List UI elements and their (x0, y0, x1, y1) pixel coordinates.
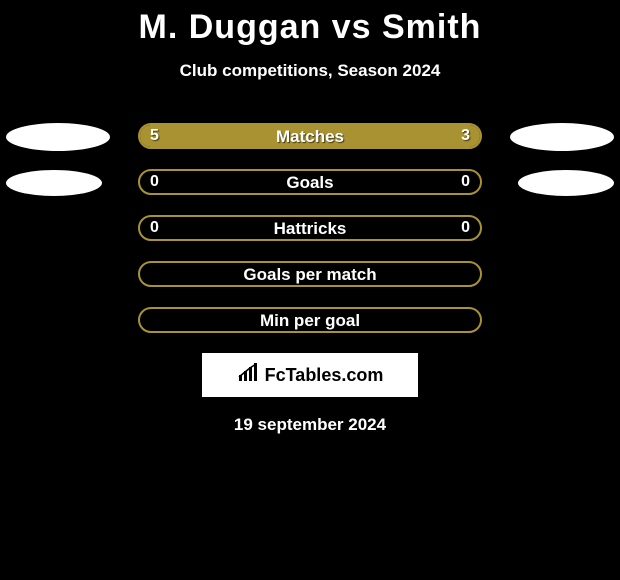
stat-left-value: 0 (150, 219, 159, 237)
player-left-marker (6, 170, 102, 196)
comparison-row: Matches53 (0, 123, 620, 151)
stat-right-value: 0 (461, 219, 470, 237)
stat-bar-left-fill (140, 125, 353, 147)
comparison-row: Hattricks0 0 (0, 215, 620, 243)
player-right-marker (510, 123, 614, 151)
stat-left-value: 0 (150, 173, 159, 191)
stat-bar: Goals0 0 (138, 169, 482, 195)
stat-bar: Hattricks0 0 (138, 215, 482, 241)
logo-box: FcTables.com (202, 353, 418, 397)
bar-chart-icon (237, 363, 261, 388)
stat-label: Goals (140, 173, 480, 193)
stat-label: Min per goal (140, 311, 480, 331)
stat-right-value: 0 (461, 173, 470, 191)
stat-bar: Goals per match (138, 261, 482, 287)
player-left-marker (6, 123, 110, 151)
comparison-row: Goals per match (0, 261, 620, 289)
stat-label: Hattricks (140, 219, 480, 239)
page-subtitle: Club competitions, Season 2024 (0, 61, 620, 81)
stat-bar: Matches53 (138, 123, 482, 149)
player-right-marker (518, 170, 614, 196)
comparison-row: Min per goal (0, 307, 620, 335)
footer-date: 19 september 2024 (0, 415, 620, 435)
comparison-row: Goals0 0 (0, 169, 620, 197)
logo-text: FcTables.com (265, 365, 384, 386)
comparison-rows: Matches53Goals00Hattricks00Goals per mat… (0, 123, 620, 335)
stat-bar-right-fill (353, 125, 481, 147)
stat-bar: Min per goal (138, 307, 482, 333)
page-title: M. Duggan vs Smith (0, 0, 620, 47)
stat-label: Goals per match (140, 265, 480, 285)
